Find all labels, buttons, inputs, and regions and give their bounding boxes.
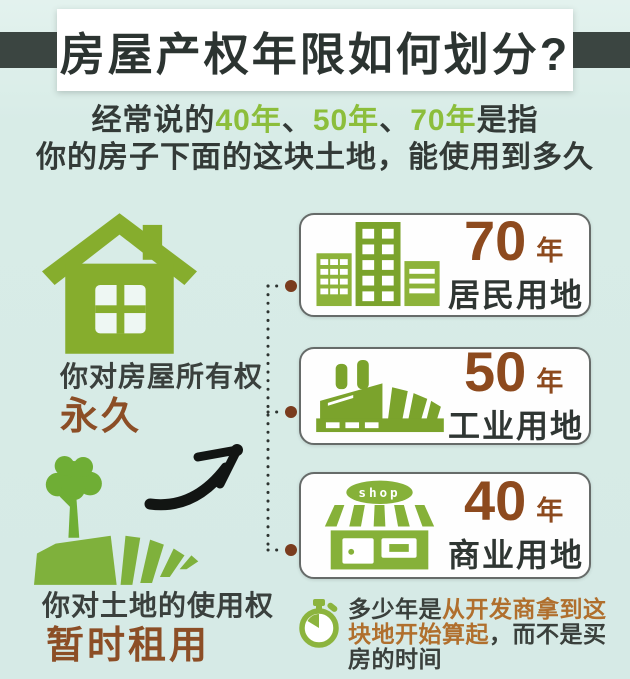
note-highlight: 从开发商拿到这块地开始算起 <box>348 596 607 647</box>
subtitle-year-50: 50年 <box>312 104 380 137</box>
connector-dot-bottom <box>285 544 297 556</box>
card-industrial-unit: 年 <box>536 366 564 397</box>
subtitle-line2: 你的房子下面的这块土地，能使用到多久 <box>36 141 594 174</box>
card-residential-textslot: 70 年 居民用地 <box>448 208 590 315</box>
stopwatch-icon <box>299 599 339 648</box>
land-use-term: 暂时租用 <box>46 625 211 667</box>
card-industrial-textslot: 50 年 工业用地 <box>448 339 590 444</box>
card-industrial-label: 工业用地 <box>448 407 585 444</box>
subtitle-prefix: 经常说的 <box>91 104 216 137</box>
arrow-icon <box>144 444 243 511</box>
card-residential-years: 70 <box>464 208 527 272</box>
connector-dot-top <box>285 280 297 292</box>
card-commercial-iconslot: shop <box>311 474 449 577</box>
title-box: 房屋产权年限如何划分? <box>57 9 573 91</box>
subtitle-line1: 经常说的40年、50年、70年是指 <box>0 102 630 139</box>
subtitle-sep2: 、 <box>379 104 411 137</box>
subtitle: 经常说的40年、50年、70年是指 你的房子下面的这块土地，能使用到多久 <box>0 102 630 176</box>
card-residential-label: 居民用地 <box>448 276 585 313</box>
land-use-label: 你对土地的使用权 <box>42 590 275 621</box>
note-rest: ，而不是买房的时间 <box>348 621 607 672</box>
card-residential: 70 年 居民用地 <box>299 208 591 317</box>
factory-icon <box>316 359 444 433</box>
house-ownership-term: 永久 <box>60 396 143 438</box>
page-title: 房屋产权年限如何划分? <box>59 28 571 80</box>
card-commercial: shop 40 年 商业用地 <box>299 472 591 579</box>
subtitle-year-70: 70年 <box>410 104 477 137</box>
card-industrial: 50 年 工业用地 <box>299 339 591 445</box>
card-commercial-label: 商业用地 <box>448 537 585 573</box>
card-commercial-years: 40 <box>464 469 527 532</box>
card-industrial-iconslot <box>311 349 449 443</box>
house-icon <box>42 213 197 354</box>
note-lead: 多少年是 <box>348 596 442 622</box>
card-industrial-years: 50 <box>464 339 527 403</box>
card-residential-unit: 年 <box>536 235 564 266</box>
subtitle-year-40: 40年 <box>215 104 282 137</box>
tree-field-icon <box>34 456 199 585</box>
card-commercial-unit: 年 <box>536 496 564 526</box>
card-residential-iconslot <box>311 215 449 315</box>
card-commercial-textslot: 40 年 商业用地 <box>448 469 590 577</box>
buildings-icon <box>316 222 440 307</box>
card-residential-years-line: 70 年 <box>448 208 590 272</box>
connector-dot-middle <box>285 406 297 418</box>
connector-dots <box>266 280 297 556</box>
subtitle-suffix: 是指 <box>476 104 539 137</box>
subtitle-sep1: 、 <box>281 104 313 137</box>
note-text: 多少年是从开发商拿到这块地开始算起，而不是买房的时间 <box>348 597 626 672</box>
card-commercial-years-line: 40 年 <box>448 469 590 532</box>
shop-sign-text: shop <box>358 485 400 500</box>
card-industrial-years-line: 50 年 <box>448 339 590 403</box>
house-ownership-label: 你对房屋所有权 <box>60 361 264 392</box>
shop-icon: shop <box>324 480 435 569</box>
